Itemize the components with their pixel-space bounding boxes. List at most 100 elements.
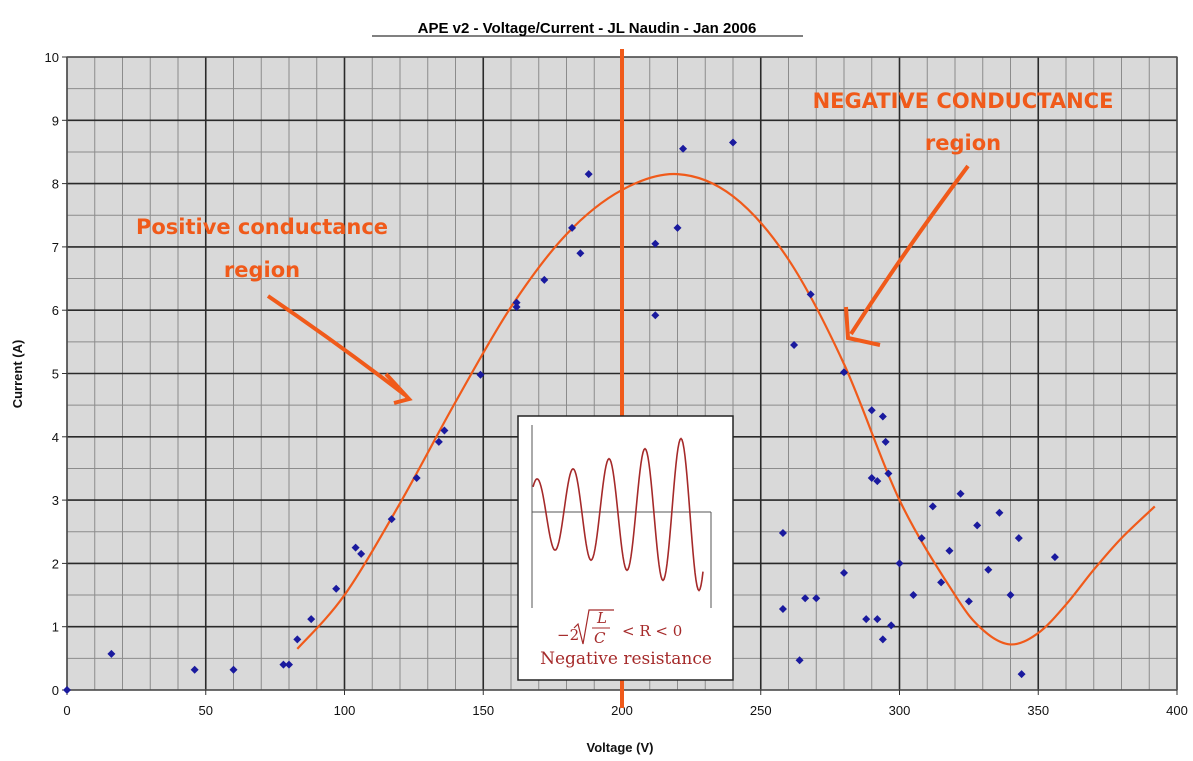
data-point xyxy=(917,534,926,543)
data-point xyxy=(351,543,360,552)
data-point xyxy=(190,665,199,674)
data-point xyxy=(679,144,688,153)
negative-arrow-head xyxy=(844,306,881,347)
data-point xyxy=(1017,670,1026,679)
inset-frame xyxy=(517,415,734,681)
positive-arrow xyxy=(266,294,407,397)
x-tick-label: 100 xyxy=(334,703,356,718)
data-point xyxy=(729,138,737,147)
x-tick-label: 400 xyxy=(1166,703,1188,718)
data-point xyxy=(540,275,549,284)
data-point xyxy=(476,370,485,379)
inset-formula-suffix: < R < 0 xyxy=(622,622,682,640)
x-tick-label: 50 xyxy=(199,703,213,718)
data-point xyxy=(434,437,443,446)
data-point xyxy=(956,489,965,498)
data-point xyxy=(440,426,449,435)
positive-annotation-line2: region xyxy=(224,258,300,282)
data-point xyxy=(973,521,982,530)
positive-annotation-line1: Positive conductance xyxy=(136,215,388,239)
fit-curve-line xyxy=(296,172,1156,650)
positive-conductance-annotation: Positive conductance region xyxy=(136,215,413,405)
data-point xyxy=(928,502,937,511)
data-point xyxy=(909,591,918,600)
y-tick-label: 10 xyxy=(45,50,59,65)
data-point xyxy=(285,660,293,669)
y-tick-label: 1 xyxy=(52,620,59,635)
x-tick-label: 350 xyxy=(1027,703,1049,718)
y-tick-label: 4 xyxy=(52,430,59,445)
data-point xyxy=(107,649,116,658)
data-point xyxy=(293,635,302,644)
positive-arrow-head xyxy=(384,372,413,405)
chart-title: APE v2 - Voltage/Current - JL Naudin - J… xyxy=(418,20,757,37)
y-tick-label: 5 xyxy=(52,367,59,382)
y-tick-label: 7 xyxy=(52,240,59,255)
data-point xyxy=(812,594,821,603)
negative-arrow xyxy=(849,164,970,336)
data-point xyxy=(1006,591,1015,600)
data-point xyxy=(873,477,882,486)
data-point xyxy=(512,298,521,307)
inset-formula-C: C xyxy=(594,629,606,647)
data-points xyxy=(63,138,1059,694)
x-tick-label: 0 xyxy=(63,703,70,718)
data-point xyxy=(945,546,954,555)
data-point xyxy=(895,559,904,568)
x-tick-label: 250 xyxy=(750,703,772,718)
data-point xyxy=(63,686,71,694)
y-tick-label: 2 xyxy=(52,556,59,571)
data-point xyxy=(790,341,799,350)
negative-resistance-inset: −2 L C < R < 0 Negative resistance xyxy=(517,415,734,681)
y-tick-label: 9 xyxy=(52,113,59,128)
data-point xyxy=(881,437,890,446)
inset-caption: Negative resistance xyxy=(540,649,712,669)
data-point xyxy=(568,223,577,232)
data-point xyxy=(279,660,288,669)
data-point xyxy=(778,604,787,613)
x-axis-label: Voltage (V) xyxy=(587,740,654,755)
data-point xyxy=(576,249,585,258)
data-point xyxy=(801,594,810,603)
data-point xyxy=(878,412,887,421)
data-point xyxy=(357,549,366,558)
x-tick-label: 300 xyxy=(889,703,911,718)
data-point xyxy=(412,473,421,482)
data-point xyxy=(795,656,804,665)
data-point xyxy=(778,529,787,538)
data-point xyxy=(584,170,593,179)
data-point xyxy=(873,615,882,624)
inset-formula-L: L xyxy=(596,609,607,627)
data-point xyxy=(387,515,396,524)
y-tick-label: 0 xyxy=(52,683,59,698)
data-point xyxy=(332,584,341,593)
data-point xyxy=(651,239,660,248)
data-point xyxy=(884,469,893,478)
negative-annotation-line2: region xyxy=(925,131,1001,155)
data-point xyxy=(984,565,993,574)
data-point xyxy=(651,311,660,320)
data-point xyxy=(307,615,316,624)
data-point xyxy=(840,568,848,577)
data-point xyxy=(887,621,896,630)
data-point xyxy=(867,473,876,482)
inset-formula-prefix: −2 xyxy=(557,626,579,644)
data-point xyxy=(995,508,1004,517)
data-point xyxy=(1050,553,1059,562)
x-tick-label: 150 xyxy=(472,703,494,718)
data-point xyxy=(229,665,238,674)
x-axis-ticks: 0 50 100 150 200 250 300 350 400 xyxy=(63,690,1188,718)
data-point xyxy=(862,615,871,624)
inset-oscillation-wave xyxy=(532,437,704,592)
y-tick-label: 6 xyxy=(52,303,59,318)
data-point xyxy=(840,368,848,377)
negative-conductance-annotation: NEGATIVE CONDUCTANCE region xyxy=(813,89,1113,347)
inset-radical xyxy=(573,609,614,645)
data-point xyxy=(964,597,973,606)
y-tick-label: 3 xyxy=(52,493,59,508)
data-point xyxy=(937,578,946,587)
data-point xyxy=(867,406,876,415)
x-tick-label: 200 xyxy=(611,703,633,718)
y-axis-ticks: 0 1 2 3 4 5 6 7 8 9 10 xyxy=(45,50,67,698)
